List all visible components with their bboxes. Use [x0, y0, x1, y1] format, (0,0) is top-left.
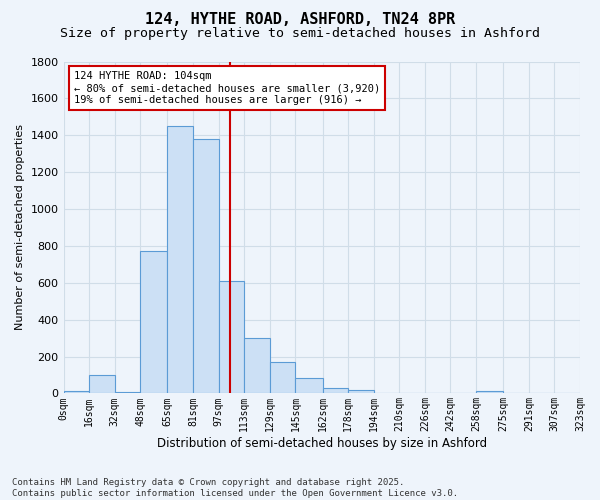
Bar [348, 390, 374, 394]
Bar [244, 338, 270, 394]
Y-axis label: Number of semi-detached properties: Number of semi-detached properties [15, 124, 25, 330]
Bar [270, 362, 295, 394]
Text: Contains HM Land Registry data © Crown copyright and database right 2025.
Contai: Contains HM Land Registry data © Crown c… [12, 478, 458, 498]
Bar [140, 250, 167, 394]
Bar [167, 126, 193, 394]
Bar [218, 281, 244, 394]
Bar [115, 392, 140, 394]
X-axis label: Distribution of semi-detached houses by size in Ashford: Distribution of semi-detached houses by … [157, 437, 487, 450]
Bar [323, 388, 348, 394]
Bar [89, 375, 115, 394]
Bar [193, 139, 218, 394]
Text: Size of property relative to semi-detached houses in Ashford: Size of property relative to semi-detach… [60, 28, 540, 40]
Bar [476, 391, 503, 394]
Text: 124, HYTHE ROAD, ASHFORD, TN24 8PR: 124, HYTHE ROAD, ASHFORD, TN24 8PR [145, 12, 455, 28]
Text: 124 HYTHE ROAD: 104sqm
← 80% of semi-detached houses are smaller (3,920)
19% of : 124 HYTHE ROAD: 104sqm ← 80% of semi-det… [74, 72, 380, 104]
Bar [64, 390, 89, 394]
Bar [295, 378, 323, 394]
